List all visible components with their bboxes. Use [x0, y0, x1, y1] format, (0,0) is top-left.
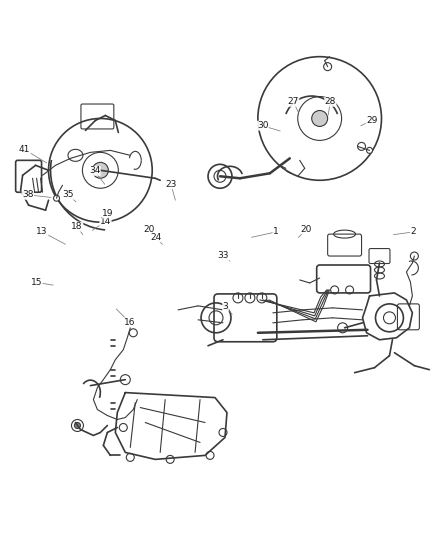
Circle shape — [410, 252, 418, 260]
Circle shape — [367, 148, 372, 154]
Circle shape — [129, 329, 137, 337]
Text: 19: 19 — [102, 209, 113, 218]
Text: 33: 33 — [218, 252, 229, 261]
Text: 2: 2 — [410, 228, 416, 237]
Text: 24: 24 — [150, 233, 161, 242]
Circle shape — [312, 110, 328, 126]
Text: 27: 27 — [287, 98, 299, 106]
Text: 41: 41 — [19, 145, 30, 154]
Text: 38: 38 — [22, 190, 34, 199]
Text: 34: 34 — [89, 166, 100, 175]
Circle shape — [120, 375, 130, 385]
Text: 16: 16 — [124, 318, 135, 327]
Circle shape — [324, 63, 332, 71]
Text: 29: 29 — [366, 116, 378, 125]
Text: 15: 15 — [31, 278, 42, 287]
Text: 28: 28 — [325, 98, 336, 106]
Circle shape — [74, 423, 81, 429]
Text: 30: 30 — [257, 121, 268, 130]
Text: 1: 1 — [273, 228, 279, 237]
Text: 3: 3 — [223, 302, 229, 311]
Text: 20: 20 — [300, 225, 312, 234]
Circle shape — [53, 195, 60, 201]
Text: 23: 23 — [165, 180, 177, 189]
Text: 35: 35 — [63, 190, 74, 199]
Text: 18: 18 — [71, 222, 83, 231]
Circle shape — [357, 142, 366, 150]
Text: 20: 20 — [144, 225, 155, 234]
Text: 14: 14 — [100, 217, 111, 226]
Circle shape — [92, 163, 108, 178]
Text: 13: 13 — [36, 228, 48, 237]
